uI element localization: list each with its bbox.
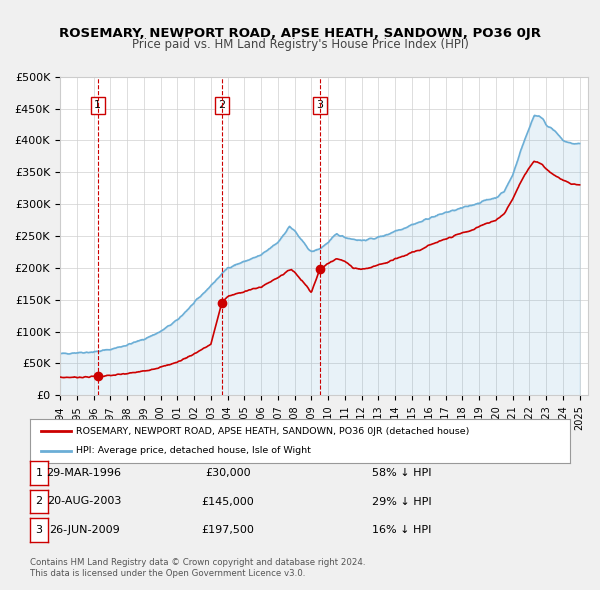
Text: 2: 2 — [35, 497, 43, 506]
Text: 58% ↓ HPI: 58% ↓ HPI — [372, 468, 431, 478]
Text: 26-JUN-2009: 26-JUN-2009 — [49, 525, 119, 535]
Text: 29-MAR-1996: 29-MAR-1996 — [47, 468, 122, 478]
Text: 1: 1 — [94, 100, 101, 110]
Text: 29% ↓ HPI: 29% ↓ HPI — [372, 497, 431, 506]
Text: ROSEMARY, NEWPORT ROAD, APSE HEATH, SANDOWN, PO36 0JR: ROSEMARY, NEWPORT ROAD, APSE HEATH, SAND… — [59, 27, 541, 40]
Text: Price paid vs. HM Land Registry's House Price Index (HPI): Price paid vs. HM Land Registry's House … — [131, 38, 469, 51]
Text: 16% ↓ HPI: 16% ↓ HPI — [372, 525, 431, 535]
Text: £30,000: £30,000 — [205, 468, 251, 478]
Text: This data is licensed under the Open Government Licence v3.0.: This data is licensed under the Open Gov… — [30, 569, 305, 578]
Text: £145,000: £145,000 — [202, 497, 254, 506]
Text: ROSEMARY, NEWPORT ROAD, APSE HEATH, SANDOWN, PO36 0JR (detached house): ROSEMARY, NEWPORT ROAD, APSE HEATH, SAND… — [76, 427, 469, 436]
Text: Contains HM Land Registry data © Crown copyright and database right 2024.: Contains HM Land Registry data © Crown c… — [30, 558, 365, 566]
Text: 3: 3 — [316, 100, 323, 110]
Text: 3: 3 — [35, 525, 43, 535]
Text: 20-AUG-2003: 20-AUG-2003 — [47, 497, 121, 506]
Text: 1: 1 — [35, 468, 43, 478]
Text: £197,500: £197,500 — [202, 525, 254, 535]
Text: 2: 2 — [218, 100, 226, 110]
Text: HPI: Average price, detached house, Isle of Wight: HPI: Average price, detached house, Isle… — [76, 446, 311, 455]
